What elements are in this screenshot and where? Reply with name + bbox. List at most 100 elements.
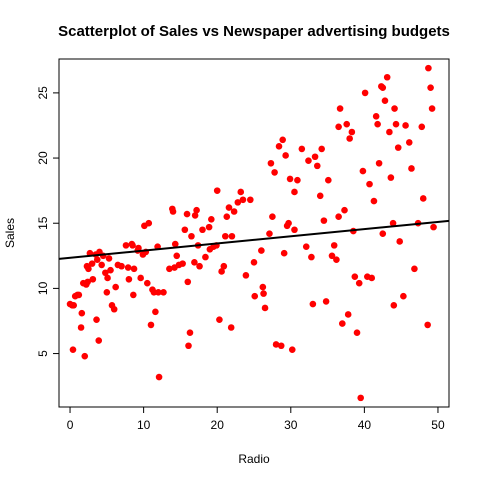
data-point (160, 289, 167, 296)
data-point (184, 211, 191, 218)
data-point (173, 253, 180, 260)
data-point (325, 177, 332, 184)
data-point (247, 196, 254, 203)
data-point (349, 129, 356, 136)
data-point (170, 208, 177, 215)
y-axis: 5 10 15 20 25 (36, 86, 59, 357)
data-point (287, 176, 294, 183)
y-tick-label: 10 (36, 281, 50, 295)
data-point (354, 329, 361, 336)
data-point (314, 163, 321, 170)
data-point (208, 216, 215, 223)
data-point (429, 105, 436, 112)
data-point (402, 122, 409, 129)
data-point (260, 290, 267, 297)
data-point (299, 146, 306, 153)
chart-title: Scatterplot of Sales vs Newspaper advert… (58, 23, 450, 40)
data-point (379, 230, 386, 237)
data-point (70, 346, 77, 353)
data-point (216, 316, 223, 323)
data-point (345, 311, 352, 318)
data-point (368, 275, 375, 282)
data-point (196, 263, 203, 270)
data-point (291, 189, 298, 196)
data-point (126, 276, 133, 283)
data-point (337, 105, 344, 112)
data-point (294, 177, 301, 184)
data-point (70, 302, 77, 309)
data-point (418, 123, 425, 130)
x-axis: 0 10 20 30 40 50 (67, 407, 445, 432)
data-point (258, 247, 265, 254)
data-point (79, 310, 86, 317)
data-point (223, 213, 230, 220)
data-point (131, 266, 138, 273)
data-point (333, 256, 340, 263)
x-tick-label: 40 (358, 418, 372, 432)
data-point (123, 242, 130, 249)
data-point (266, 230, 273, 237)
data-point (106, 255, 113, 262)
data-point (289, 346, 296, 353)
data-point (303, 243, 310, 250)
data-point (424, 322, 431, 329)
data-point (411, 266, 418, 273)
data-point (379, 84, 386, 91)
data-point (130, 292, 137, 299)
data-point (391, 105, 398, 112)
data-point (111, 306, 118, 313)
data-point (279, 137, 286, 144)
data-point (393, 121, 400, 128)
data-point (285, 220, 292, 227)
data-point (312, 153, 319, 160)
data-point (339, 320, 346, 327)
y-tick-label: 25 (36, 86, 50, 100)
data-point (362, 90, 369, 97)
data-point (323, 298, 330, 305)
data-point (408, 165, 415, 172)
data-point (199, 226, 206, 233)
data-point (395, 144, 402, 151)
data-point (95, 337, 102, 344)
data-point (193, 207, 200, 214)
data-point (396, 238, 403, 245)
data-point (206, 224, 213, 231)
data-point (406, 139, 413, 146)
y-axis-label: Sales (3, 218, 17, 248)
data-point (237, 189, 244, 196)
data-point (185, 342, 192, 349)
data-point (182, 226, 189, 233)
data-point (166, 266, 173, 273)
data-point (352, 273, 359, 280)
data-point (240, 196, 247, 203)
data-point (231, 208, 238, 215)
x-tick-label: 50 (431, 418, 445, 432)
data-point (137, 275, 144, 282)
data-point (391, 302, 398, 309)
x-tick-label: 20 (211, 418, 225, 432)
data-point (207, 246, 214, 253)
data-point (308, 254, 315, 261)
data-point (269, 213, 276, 220)
data-point (400, 293, 407, 300)
data-point (251, 259, 258, 266)
data-point (343, 121, 350, 128)
data-point (321, 217, 328, 224)
data-point (102, 269, 109, 276)
data-point (188, 233, 195, 240)
data-point (260, 284, 267, 291)
data-point (276, 143, 283, 150)
x-tick-label: 0 (67, 418, 74, 432)
data-point (179, 260, 186, 267)
data-point (366, 181, 373, 188)
data-point (144, 280, 151, 287)
data-point (145, 220, 152, 227)
data-point (341, 207, 348, 214)
data-point (420, 195, 427, 202)
x-tick-label: 10 (137, 418, 151, 432)
x-axis-label: Radio (238, 452, 270, 466)
data-point (83, 281, 90, 288)
data-point (148, 322, 155, 329)
data-point (271, 169, 278, 176)
